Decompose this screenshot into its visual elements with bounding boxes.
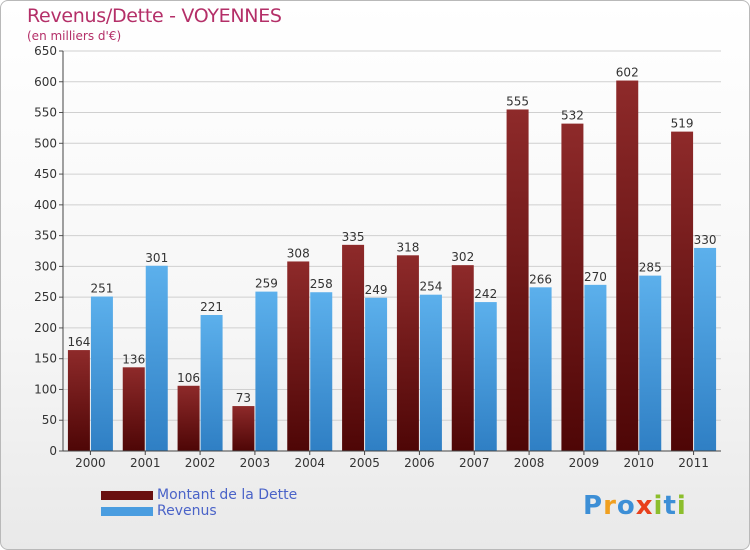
data-label-dette: 335 (342, 230, 365, 244)
y-tick-label: 100 (34, 382, 57, 396)
logo-letter: i (676, 491, 687, 521)
data-label-dette: 602 (616, 66, 639, 80)
data-label-dette: 106 (177, 371, 200, 385)
bar-dette (177, 385, 200, 451)
data-label-revenus: 266 (529, 272, 552, 286)
legend-swatch-dette (101, 491, 153, 500)
logo-letter: P (583, 491, 604, 521)
y-tick-label: 650 (34, 44, 57, 58)
y-tick-label: 0 (49, 444, 57, 458)
bar-dette (396, 255, 419, 451)
bar-revenus (90, 296, 113, 451)
y-tick-label: 450 (34, 167, 57, 181)
x-tick-label: 2008 (514, 456, 545, 470)
bar-revenus (529, 287, 552, 451)
bar-revenus (584, 284, 607, 451)
bar-revenus (200, 315, 223, 451)
data-label-revenus: 221 (200, 300, 223, 314)
legend-swatch-revenus (101, 507, 153, 516)
data-label-revenus: 249 (365, 283, 388, 297)
y-tick-label: 300 (34, 259, 57, 273)
data-label-dette: 532 (561, 109, 584, 123)
bar-revenus (310, 292, 333, 451)
bar-revenus (365, 297, 388, 451)
y-tick-label: 250 (34, 290, 57, 304)
data-label-dette: 73 (236, 391, 251, 405)
bar-dette (122, 367, 145, 451)
data-label-revenus: 259 (255, 277, 278, 291)
y-tick-label: 600 (34, 75, 57, 89)
logo-letter: r (603, 491, 617, 521)
bar-dette (342, 244, 365, 451)
y-tick-label: 550 (34, 106, 57, 120)
data-label-dette: 308 (287, 246, 310, 260)
data-label-dette: 555 (506, 94, 529, 108)
data-label-dette: 164 (67, 335, 90, 349)
data-label-revenus: 258 (310, 277, 333, 291)
bar-dette (671, 131, 694, 451)
logo-letter: t (663, 491, 677, 521)
x-tick-label: 2007 (459, 456, 490, 470)
data-label-revenus: 285 (639, 261, 662, 275)
data-label-revenus: 254 (419, 280, 442, 294)
data-label-dette: 136 (122, 352, 145, 366)
bar-revenus (145, 265, 168, 451)
proxiti-logo: Proxiti (583, 491, 687, 521)
logo-letter: i (653, 491, 664, 521)
logo-letter: o (616, 491, 636, 521)
bar-revenus (474, 302, 497, 451)
data-label-dette: 318 (396, 240, 419, 254)
bar-revenus (419, 294, 442, 451)
bar-dette (616, 80, 639, 452)
data-label-dette: 519 (671, 117, 694, 131)
legend-label-revenus: Revenus (157, 503, 217, 519)
x-tick-label: 2000 (75, 456, 106, 470)
bar-dette (506, 109, 529, 451)
x-tick-label: 2003 (240, 456, 271, 470)
x-tick-label: 2011 (678, 456, 709, 470)
x-tick-label: 2001 (130, 456, 161, 470)
bar-revenus (639, 275, 662, 451)
data-label-revenus: 242 (474, 287, 497, 301)
data-label-revenus: 301 (145, 251, 168, 265)
y-tick-label: 400 (34, 198, 57, 212)
bar-dette (561, 123, 584, 451)
bar-revenus (694, 247, 717, 451)
x-tick-label: 2006 (404, 456, 435, 470)
x-tick-label: 2009 (569, 456, 600, 470)
x-tick-label: 2005 (349, 456, 380, 470)
bar-dette (287, 261, 310, 451)
bar-dette (67, 350, 90, 451)
chart-subtitle: (en milliers d'€) (27, 29, 122, 43)
legend-label-dette: Montant de la Dette (157, 487, 298, 503)
data-label-revenus: 330 (694, 233, 717, 247)
y-tick-label: 350 (34, 229, 57, 243)
data-label-revenus: 270 (584, 270, 607, 284)
bar-dette (232, 406, 255, 451)
bar-dette (451, 265, 474, 451)
x-tick-label: 2004 (294, 456, 325, 470)
y-tick-label: 50 (42, 413, 57, 427)
x-tick-label: 2002 (185, 456, 216, 470)
y-tick-label: 200 (34, 321, 57, 335)
chart-title: Revenus/Dette - VOYENNES (27, 5, 282, 27)
logo-letter: x (635, 491, 654, 521)
y-tick-label: 500 (34, 136, 57, 150)
data-label-dette: 302 (451, 250, 474, 264)
bar-revenus (255, 291, 278, 451)
x-tick-label: 2010 (623, 456, 654, 470)
y-tick-label: 150 (34, 352, 57, 366)
data-label-revenus: 251 (90, 282, 113, 296)
